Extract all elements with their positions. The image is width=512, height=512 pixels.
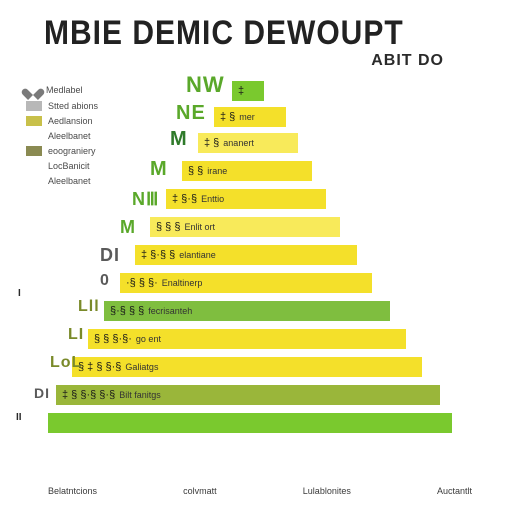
- bar: [48, 413, 452, 433]
- axis-mark-ii: II: [16, 412, 22, 423]
- page-subtitle: ABIT DO: [371, 52, 444, 70]
- bar-label: Enttio: [201, 194, 224, 204]
- bar: ‡ § §·§ §·§ Bilt fanitgs: [56, 385, 440, 405]
- bar-glyphs: ‡: [238, 85, 244, 97]
- bar: ‡ §·§ § elantiane: [135, 245, 357, 265]
- bar-label: irane: [207, 166, 227, 176]
- y-axis-label: NⅢ: [132, 188, 159, 210]
- bar: ‡ §·§ Enttio: [166, 189, 326, 209]
- bar-label: elantiane: [179, 250, 216, 260]
- x-axis-label: Belatntcions: [48, 486, 97, 496]
- y-axis-label: M: [150, 158, 168, 180]
- bar-row: ‡ §·§ Enttio: [166, 188, 326, 210]
- bar-row: ‡ § ananert: [198, 132, 298, 154]
- bar-row: ‡ §·§ § elantiane: [135, 244, 357, 266]
- bar-label: ananert: [223, 138, 254, 148]
- bar: § § §·§· go ent: [88, 329, 406, 349]
- bar-row: ‡ § §·§ §·§ Bilt fanitgs: [56, 384, 440, 406]
- bar: ·§ § §· Enaltinerp: [120, 273, 372, 293]
- bar: §·§ § § fecrisanteh: [104, 301, 390, 321]
- bar-glyphs: § §: [188, 165, 203, 177]
- bar-glyphs: § § §: [156, 221, 180, 233]
- bar-row: § § §·§· go ent: [88, 328, 406, 350]
- bar-row: § § irane: [182, 160, 312, 182]
- y-axis-label: Lll: [78, 296, 100, 318]
- x-axis-label: Auctantlt: [437, 486, 472, 496]
- bar: § § § Enlit ort: [150, 217, 340, 237]
- bar-label: Enlit ort: [184, 222, 215, 232]
- bar-label: Enaltinerp: [162, 278, 203, 288]
- y-axis-label: LoL: [50, 352, 82, 374]
- page-title: MBIE DEMIC DEWOUPT: [44, 14, 404, 53]
- y-axis-label: LI: [68, 324, 84, 346]
- axis-mark-i: I: [18, 288, 21, 299]
- bar: § ‡ § §·§ Galiatgs: [72, 357, 422, 377]
- x-axis-labels: Belatntcions colvmatt Lulablonites Auctantl…: [48, 486, 472, 496]
- bar-label: go ent: [136, 334, 161, 344]
- bar-row: § ‡ § §·§ Galiatgs: [72, 356, 422, 378]
- y-axis-label: M: [120, 216, 136, 238]
- y-axis-label: M: [170, 128, 188, 150]
- bar: ‡: [232, 81, 264, 101]
- bar-row: § § § Enlit ort: [150, 216, 340, 238]
- bar-glyphs: §·§ § §: [110, 305, 144, 317]
- bar-glyphs: § § §·§·: [94, 333, 132, 345]
- bar: ‡ § ananert: [198, 133, 298, 153]
- y-axis-label: 0: [100, 270, 110, 292]
- bar-chart: ‡ ‡ § mer ‡ § ananert § § irane ‡ §·§ Enttio § § …: [0, 72, 512, 468]
- bar-label: fecrisanteh: [148, 306, 192, 316]
- bar-label: Bilt fanitgs: [119, 390, 161, 400]
- bar-glyphs: ‡ §: [204, 137, 219, 149]
- bar: § § irane: [182, 161, 312, 181]
- bar: ‡ § mer: [214, 107, 286, 127]
- x-axis-label: colvmatt: [183, 486, 217, 496]
- bar-label: mer: [239, 112, 255, 122]
- bar-row: ‡: [232, 80, 264, 102]
- bar-glyphs: ‡ §·§: [172, 193, 197, 205]
- bar-glyphs: ‡ § §·§ §·§: [62, 389, 115, 401]
- bar-glyphs: § ‡ § §·§: [78, 361, 121, 373]
- bar-row: [48, 412, 452, 434]
- y-axis-label: NW: [186, 74, 225, 96]
- bar-label: Galiatgs: [125, 362, 158, 372]
- y-axis-label: NE: [176, 102, 206, 124]
- bar-row: ·§ § §· Enaltinerp: [120, 272, 372, 294]
- bar-glyphs: ‡ §: [220, 111, 235, 123]
- bar-row: ‡ § mer: [214, 106, 286, 128]
- x-axis-label: Lulablonites: [303, 486, 351, 496]
- bar-glyphs: ·§ § §·: [126, 277, 158, 289]
- y-axis-label: DI: [100, 244, 120, 266]
- y-axis-label: DI: [34, 382, 50, 404]
- bar-glyphs: ‡ §·§ §: [141, 249, 175, 261]
- bar-row: §·§ § § fecrisanteh: [104, 300, 390, 322]
